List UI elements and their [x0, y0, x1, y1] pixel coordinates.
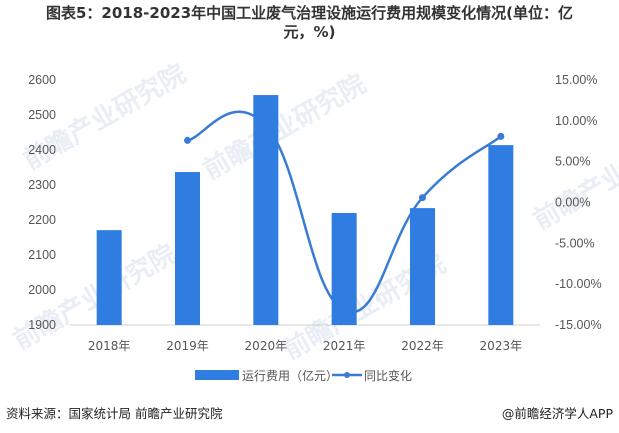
x-axis-tick: 2018年: [88, 339, 131, 353]
x-axis-tick: 2021年: [323, 339, 366, 353]
chart-title: 图表5：2018-2023年中国工业废气治理设施运行费用规模变化情况(单位：亿 …: [0, 4, 619, 42]
right-axis-tick: -15.00%: [555, 318, 602, 332]
x-axis-tick: 2019年: [166, 339, 209, 353]
right-axis-tick: 0.00%: [555, 196, 590, 210]
watermark-2: 前瞻产业研究院: [198, 68, 371, 186]
yoy-point: [497, 132, 505, 140]
x-axis-tick: 2020年: [245, 339, 288, 353]
legend: 运行费用（亿元） 同比变化: [195, 368, 412, 383]
left-axis-tick: 2100: [28, 248, 56, 262]
x-axis-tick: 2022年: [401, 339, 444, 353]
bar-2021年: [331, 213, 357, 325]
x-axis: 2018年 2019年 2020年 2021年 2022年 2023年: [88, 339, 522, 353]
right-axis-tick: 15.00%: [555, 73, 597, 87]
bar-2019年: [175, 172, 200, 325]
right-y-axis: 15.00% 10.00% 5.00% 0.00% -5.00% -10.00% -15.0…: [555, 73, 602, 332]
left-axis-tick: 2200: [28, 213, 56, 227]
right-axis-tick: -5.00%: [555, 236, 595, 250]
bar-2022年: [410, 208, 435, 325]
legend-line-marker: [344, 372, 350, 378]
legend-bar-swatch: [195, 370, 239, 380]
left-axis-tick: 2000: [28, 283, 56, 297]
yoy-point: [419, 194, 426, 202]
legend-bar-label: 运行费用（亿元）: [242, 368, 338, 383]
bar-2020年: [253, 95, 279, 325]
bar-2023年: [488, 145, 514, 325]
yoy-point: [184, 136, 191, 144]
x-axis-tick: 2023年: [480, 339, 523, 353]
chart-title-line1: 图表5：2018-2023年中国工业废气治理设施运行费用规模变化情况(单位：亿: [45, 4, 574, 22]
watermark-3: 前瞻产业研究院: [528, 118, 619, 236]
source-note: 资料来源：国家统计局 前瞻产业研究院: [6, 406, 223, 421]
left-axis-tick: 2300: [28, 178, 56, 192]
bar-series: [96, 95, 514, 325]
chart-title-line2: 元，%): [283, 23, 336, 41]
right-axis-tick: 5.00%: [555, 155, 590, 169]
legend-line-label: 同比变化: [364, 368, 412, 383]
left-axis-tick: 2400: [28, 143, 56, 157]
left-axis-tick: 1900: [28, 318, 56, 332]
right-axis-tick: -10.00%: [555, 277, 602, 291]
left-y-axis: 2600 2500 2400 2300 2200 2100 2000 1900: [28, 73, 56, 332]
bar-2018年: [96, 230, 122, 325]
right-axis-tick: 10.00%: [555, 114, 597, 128]
left-axis-tick: 2500: [28, 108, 56, 122]
left-axis-tick: 2600: [28, 73, 56, 87]
credit-note: @前瞻经济学人APP: [501, 406, 613, 421]
